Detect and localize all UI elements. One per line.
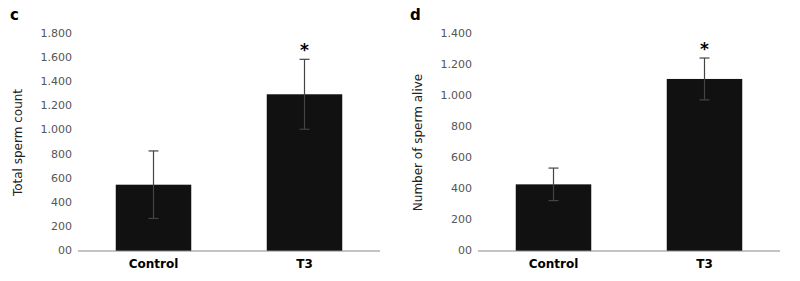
y-tick-label: 600 [51,172,72,185]
marks [116,59,343,251]
y-tick-label: 00 [458,244,472,257]
y-tick-label: 1.400 [41,75,73,88]
error-bar [300,59,310,129]
panel-label: c [10,6,19,24]
error-bar [549,168,559,201]
y-tick-label: 1.200 [41,99,73,112]
y-axis-label: Total sperm count [11,89,25,197]
x-tick-label: Control [129,257,179,271]
annotation: * [700,39,709,59]
error-cap [700,99,710,100]
y-tick-label: 400 [51,196,72,209]
x-axis-line [478,251,780,252]
y-tick-label: 1.800 [41,27,73,40]
x-tick-label: T3 [696,257,713,271]
error-cap [549,200,559,201]
panel-label: d [410,6,421,24]
error-cap [149,218,159,219]
error-line [153,151,154,219]
y-tick-label: 00 [58,244,72,257]
y-tick-label: 1.600 [41,51,73,64]
error-cap [300,129,310,130]
marks [516,58,743,251]
x-axis-line [78,251,380,252]
error-bar [700,58,710,100]
x-tick-label: T3 [296,257,313,271]
y-axis-label: Number of sperm alive [411,74,425,211]
y-tick-label: 1.000 [41,123,73,136]
y-tick-label: 1.200 [441,58,473,71]
y-tick-label: 1.400 [441,27,473,40]
panel: d 00 200 400 600 800 1.000 1.200 1.400 Number of … [410,6,780,271]
x-tick-label: Control [529,257,579,271]
error-bar [149,151,159,219]
y-tick-label: 200 [451,213,472,226]
y-tick-label: 800 [451,120,472,133]
y-tick-label: 1.000 [441,89,473,102]
background [0,0,800,281]
error-cap [149,150,159,151]
annotation: * [300,40,309,60]
panel: c 00 200 400 600 800 1.000 1.200 1.400 1.600 1.800… [10,6,380,271]
y-tick-label: 200 [51,220,72,233]
error-line [704,58,705,100]
y-tick-label: 800 [51,148,72,161]
y-tick-label: 600 [451,151,472,164]
bar [667,79,743,251]
y-tick-label: 400 [451,182,472,195]
error-line [304,59,305,129]
figure: c 00 200 400 600 800 1.000 1.200 1.400 1.600 1.800… [0,0,800,281]
error-line [553,168,554,201]
error-cap [549,167,559,168]
